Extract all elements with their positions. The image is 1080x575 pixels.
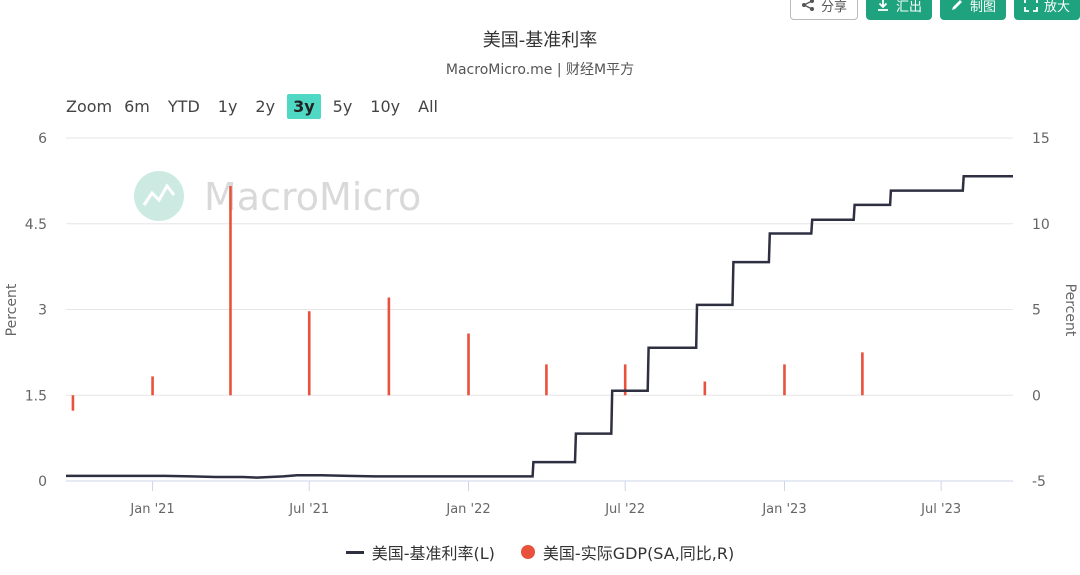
toolbar: 分享 汇出 制图 放大 <box>789 0 1080 20</box>
axes: 0 1.5 3 4.5 6 -5 0 5 10 15 Jan '21 Jul '21 Jan '22 Ju… <box>25 131 1050 517</box>
legend-dot-symbol <box>520 545 535 559</box>
share-button[interactable]: 分享 <box>789 0 858 20</box>
y-left-tick-label: 0 <box>38 474 47 490</box>
y-right-tick-label: 15 <box>1032 131 1050 147</box>
gdp-series <box>71 186 864 411</box>
zoom-ytd-button[interactable]: YTD <box>167 97 200 116</box>
y-left-tick-label: 4.5 <box>25 217 47 233</box>
y-left-axis-label: Percent <box>4 283 20 336</box>
watermark-logo-icon <box>142 183 176 206</box>
zoom-5y-button[interactable]: 5y <box>332 97 353 116</box>
gdp-bar <box>703 381 707 396</box>
y-left-tick-label: 3 <box>38 303 47 319</box>
zoom-selector: Zoom 6m YTD 1y 2y 3y 5y 10y All <box>66 94 450 119</box>
gdp-bar <box>229 186 232 396</box>
zoom-3y-button[interactable]: 3y <box>287 94 321 119</box>
export-label: 汇出 <box>895 0 922 15</box>
zoom-1y-button[interactable]: 1y <box>217 97 238 116</box>
draw-label: 制图 <box>969 0 996 15</box>
legend-item-rate[interactable]: 美国-基准利率(L) <box>345 540 495 564</box>
zoom-10y-button[interactable]: 10y <box>370 97 401 116</box>
x-tick-label: Jul '22 <box>604 502 645 517</box>
draw-button[interactable]: 制图 <box>939 0 1006 20</box>
legend-line-symbol <box>345 550 364 554</box>
pencil-icon <box>951 0 962 10</box>
y-right-tick-label: 0 <box>1032 388 1041 404</box>
gdp-bar <box>467 333 470 396</box>
chart-subtitle: MacroMicro.me | 财经M平方 <box>445 62 635 78</box>
y-right-tick-label: -5 <box>1032 474 1046 490</box>
y-left-tick-label: 1.5 <box>25 388 47 404</box>
y-left-tick-label: 6 <box>38 131 47 147</box>
gdp-bar <box>623 364 627 396</box>
x-tick-label: Jul '21 <box>288 502 329 517</box>
gdp-bar <box>307 311 311 396</box>
legend-item-gdp[interactable]: 美国-实际GDP(SA,同比,R) <box>520 540 735 564</box>
gdp-bar <box>545 364 548 396</box>
legend-label-gdp: 美国-实际GDP(SA,同比,R) <box>542 544 735 563</box>
x-tick-label: Jan '21 <box>129 502 174 517</box>
fullscreen-label: 放大 <box>1043 0 1070 15</box>
watermark: MacroMicro <box>134 171 421 221</box>
share-icon <box>801 0 814 11</box>
x-tick-label: Jan '23 <box>761 502 806 517</box>
y-right-axis-label: Percent <box>1062 284 1078 337</box>
gdp-bar <box>71 395 75 411</box>
rate-series-line <box>66 175 1013 479</box>
y-right-tick-label: 5 <box>1032 303 1041 319</box>
zoom-all-button[interactable]: All <box>418 97 438 116</box>
export-button[interactable]: 汇出 <box>865 0 932 20</box>
x-tick-label: Jan '22 <box>445 502 490 517</box>
watermark-text: MacroMicro <box>204 175 421 219</box>
legend: 美国-基准利率(L) 美国-实际GDP(SA,同比,R) <box>0 540 1080 564</box>
download-icon <box>877 0 888 11</box>
legend-label-rate: 美国-基准利率(L) <box>371 544 495 563</box>
zoom-2y-button[interactable]: 2y <box>255 97 276 116</box>
chart-title: 美国-基准利率 <box>482 30 598 51</box>
gdp-bar <box>861 352 864 396</box>
zoom-6m-button[interactable]: 6m <box>124 97 150 116</box>
gdp-bar <box>151 376 154 396</box>
share-label: 分享 <box>820 0 847 15</box>
zoom-label: Zoom <box>66 97 113 116</box>
gdp-bar <box>387 297 391 396</box>
y-right-tick-label: 10 <box>1032 217 1050 233</box>
gdp-bar <box>783 364 786 396</box>
fullscreen-button[interactable]: 放大 <box>1013 0 1080 20</box>
x-tick-label: Jul '23 <box>920 502 961 517</box>
